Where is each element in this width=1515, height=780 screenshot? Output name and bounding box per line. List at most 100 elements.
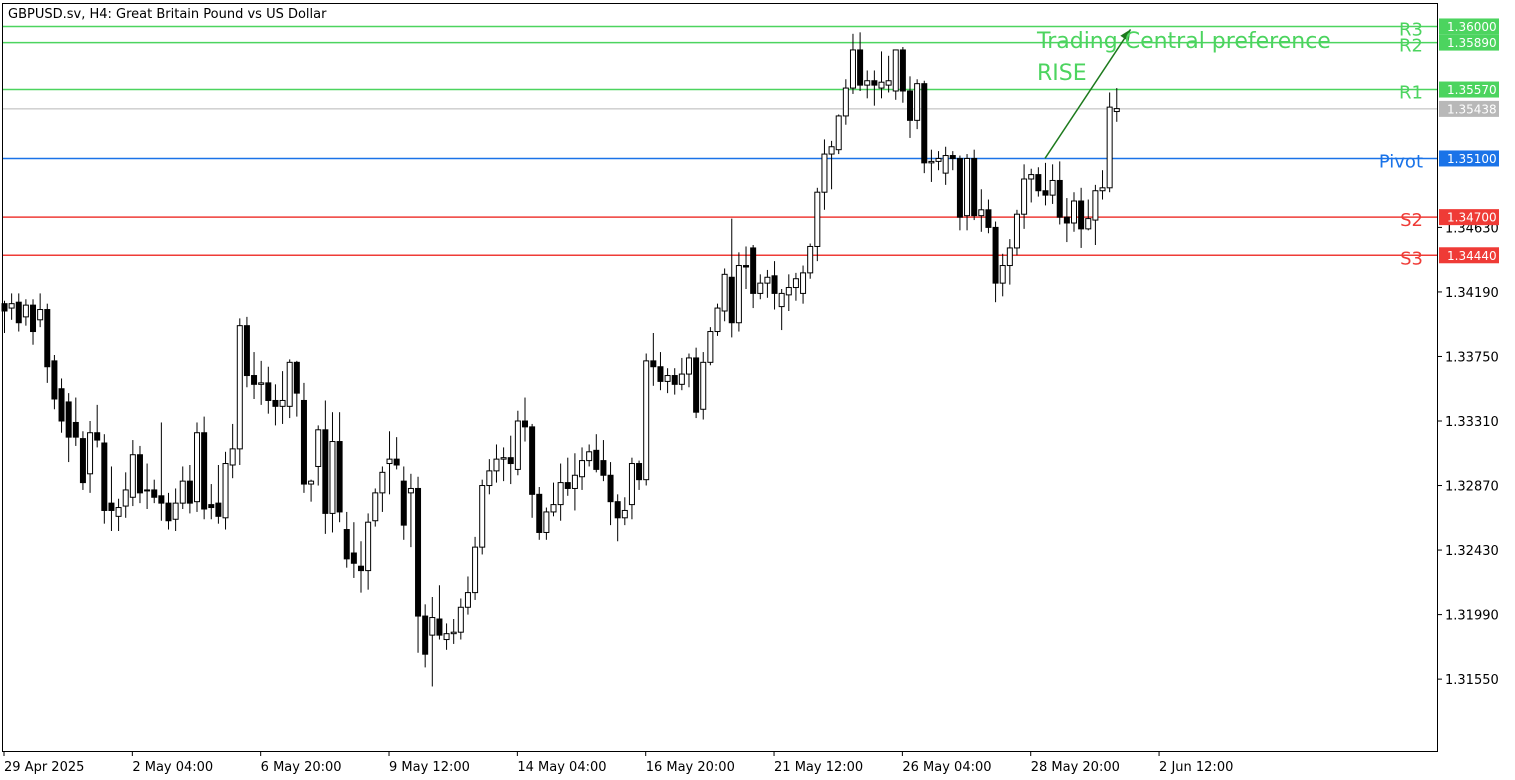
candle (1092, 184, 1099, 245)
candle (700, 352, 707, 420)
annotation-direction: RISE (1037, 61, 1087, 86)
price-badge-text: 1.34440 (1447, 249, 1497, 263)
candle (493, 444, 500, 483)
candle-body (1071, 200, 1077, 224)
candle-body (914, 83, 921, 121)
candle-body (543, 511, 550, 533)
candle-body (472, 546, 479, 594)
candle (757, 274, 764, 300)
candle (258, 360, 265, 405)
candle (265, 366, 272, 414)
candle (343, 511, 350, 568)
candle (129, 440, 136, 507)
candle (422, 604, 429, 668)
candle (400, 466, 407, 540)
candle-body (942, 155, 949, 174)
candle-body (44, 309, 51, 368)
candle-body (899, 49, 906, 92)
candle-body (707, 331, 714, 363)
candle-body (243, 325, 250, 377)
candle (479, 479, 486, 555)
price-badge-s3 (1439, 247, 1499, 264)
candle-body (343, 529, 350, 560)
candle-body (636, 463, 643, 481)
candle-body (728, 276, 735, 324)
candle-body (964, 157, 971, 217)
candle (407, 473, 414, 548)
candle-body (122, 489, 129, 507)
candles-layer (1, 32, 1120, 687)
candle (358, 541, 364, 593)
time-tick-label: 29 Apr 2025 (4, 760, 84, 775)
time-tick-label: 6 May 20:00 (261, 760, 342, 775)
candle-body (464, 592, 471, 608)
candle (201, 416, 208, 520)
candle (586, 444, 593, 467)
chart-frame (2, 3, 1438, 752)
candle (857, 32, 864, 91)
candle (486, 459, 493, 495)
candle-body (785, 287, 792, 296)
candle-body (379, 471, 386, 494)
candle (564, 457, 571, 496)
candle (365, 513, 372, 590)
candle (807, 243, 814, 279)
candle-body (757, 282, 764, 294)
candle (678, 357, 685, 391)
candle-body (907, 90, 914, 121)
candle-body (792, 278, 799, 289)
candle (621, 497, 628, 526)
candle-body (22, 304, 29, 318)
candle (1078, 187, 1085, 248)
candle (1056, 161, 1063, 225)
time-tick-label: 9 May 12:00 (389, 760, 470, 775)
candle-body (400, 480, 407, 526)
time-tick-label: 14 May 04:00 (517, 760, 606, 775)
candle-body (693, 357, 700, 413)
candle (15, 293, 22, 332)
candle (949, 151, 956, 171)
time-tick-label: 28 May 20:00 (1031, 760, 1120, 775)
candle (593, 434, 600, 473)
candle-body (864, 80, 871, 86)
candle (971, 149, 978, 221)
candle-body (714, 307, 721, 333)
candle (151, 479, 158, 504)
candle-body (600, 460, 607, 476)
candle (1049, 164, 1056, 204)
candle (1071, 192, 1077, 232)
candle (771, 261, 778, 310)
candle-body (885, 80, 892, 86)
candle (1028, 168, 1035, 203)
candle (22, 299, 29, 326)
candle (557, 463, 564, 521)
candle-body (828, 146, 835, 155)
candle (607, 462, 614, 526)
candle-body (1056, 179, 1063, 218)
candle-body (201, 432, 208, 510)
candle (885, 55, 892, 93)
candle-body (450, 631, 457, 635)
candle-body (72, 421, 79, 438)
candle (849, 33, 856, 94)
candle (172, 488, 179, 531)
candle-body (778, 292, 785, 308)
candle (721, 268, 728, 322)
candle-body (215, 502, 222, 517)
candle-body (621, 509, 628, 519)
candle-body (286, 361, 293, 407)
candle (728, 218, 735, 338)
candle-body (429, 617, 436, 636)
candle (828, 140, 835, 190)
candle (136, 445, 143, 504)
candle-body (800, 272, 807, 294)
candle-body (721, 273, 728, 312)
candle (443, 623, 450, 650)
candle (58, 378, 65, 433)
candle (1099, 170, 1106, 200)
time-tick-label: 21 May 12:00 (774, 760, 863, 775)
candle-body (336, 441, 343, 513)
candle (158, 422, 165, 521)
